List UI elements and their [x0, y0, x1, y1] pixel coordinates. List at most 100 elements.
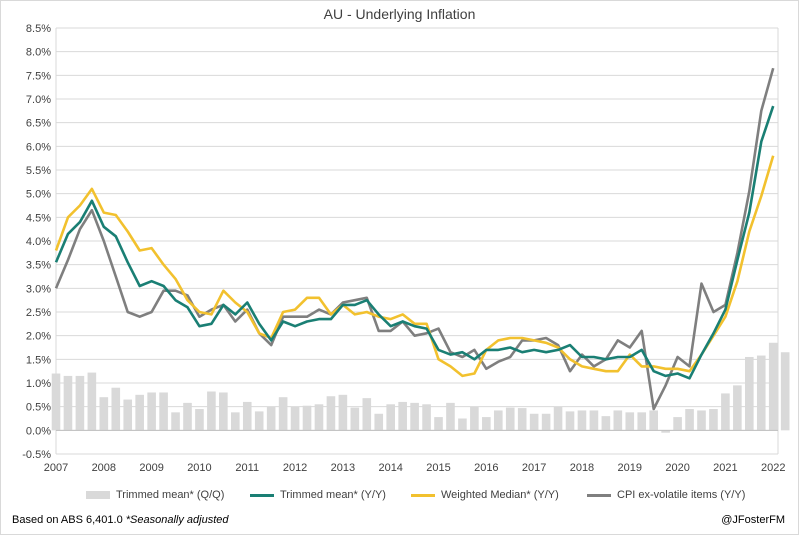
y-tick-label: 3.0%	[26, 283, 51, 295]
bar	[780, 352, 790, 431]
bar	[362, 398, 372, 431]
legend-label: Trimmed mean* (Y/Y)	[280, 489, 386, 501]
source-note: Based on ABS 6,401.0 *Seasonally adjuste…	[12, 514, 229, 526]
bar	[231, 412, 240, 431]
bar	[529, 413, 539, 431]
bar	[493, 410, 503, 431]
bar	[99, 397, 109, 431]
y-tick-label: 5.0%	[26, 189, 51, 201]
bar	[171, 412, 180, 431]
bar	[147, 392, 156, 431]
y-tick-label: -0.5%	[22, 449, 51, 461]
bar	[637, 412, 647, 431]
x-tick-label: 2011	[235, 462, 259, 474]
y-tick-label: 1.0%	[26, 378, 51, 390]
author-credit: @JFosterFM	[721, 514, 785, 526]
bar	[314, 404, 324, 431]
bar	[613, 410, 623, 431]
bar	[75, 375, 85, 431]
bar	[159, 392, 168, 431]
bar	[326, 396, 336, 431]
bar	[422, 404, 431, 431]
bar	[123, 399, 133, 431]
bar	[709, 409, 718, 431]
legend-label: Trimmed mean* (Q/Q)	[116, 489, 225, 501]
bar	[505, 407, 515, 431]
bar	[398, 401, 407, 431]
y-tick-label: 2.0%	[26, 331, 51, 343]
bar	[51, 373, 61, 431]
x-tick-label: 2020	[665, 462, 689, 474]
bar	[756, 355, 766, 431]
bar	[386, 404, 396, 431]
legend-swatch-bar	[86, 491, 110, 499]
legend-swatch-line	[250, 493, 274, 497]
x-tick-label: 2015	[426, 462, 450, 474]
y-tick-label: 7.0%	[26, 94, 51, 106]
x-tick-label: 2019	[618, 462, 642, 474]
bar	[254, 411, 264, 431]
bar	[625, 412, 635, 431]
bar	[673, 417, 682, 431]
bar	[685, 409, 694, 431]
legend-label: CPI ex-volatile items (Y/Y)	[617, 489, 746, 501]
bar	[721, 393, 730, 431]
bar	[87, 372, 97, 431]
bar	[111, 387, 121, 431]
legend-swatch-line	[411, 493, 435, 497]
x-tick-label: 2014	[378, 462, 402, 474]
bar	[410, 402, 419, 431]
bar	[374, 413, 384, 431]
bar	[195, 409, 204, 431]
chart-title: AU - Underlying Inflation	[323, 6, 476, 22]
bar	[338, 394, 348, 431]
legend-item-trimmed-qq: Trimmed mean* (Q/Q)	[86, 489, 224, 501]
y-axis-tick-labels: -0.5% 0.0% 0.5% 1.0% 1.5% 2.0% 2.5% 3.0% 3.5% 4.0…	[22, 23, 51, 461]
y-tick-label: 0.0%	[26, 425, 51, 437]
x-tick-label: 2009	[139, 462, 163, 474]
gridlines	[55, 27, 779, 455]
bar	[278, 397, 288, 431]
bar	[242, 401, 252, 431]
bar	[589, 410, 599, 431]
bar	[446, 402, 455, 431]
legend: Trimmed mean* (Q/Q) Trimmed mean* (Y/Y) …	[0, 489, 799, 505]
bar	[601, 416, 611, 431]
trimmed-mean-qq-bars	[51, 342, 790, 433]
seasonal-note: *Seasonally adjusted	[125, 514, 229, 526]
bar	[135, 394, 144, 431]
bar	[434, 417, 443, 431]
x-tick-label: 2010	[187, 462, 211, 474]
x-tick-label: 2012	[283, 462, 307, 474]
bar	[577, 410, 587, 431]
y-tick-label: 6.0%	[26, 141, 51, 153]
source-text: Based on ABS 6,401.0	[12, 514, 126, 526]
bar	[661, 430, 670, 433]
y-tick-label: 8.0%	[26, 47, 51, 59]
series-weighted-median	[54, 155, 775, 378]
bar	[219, 392, 228, 431]
bar	[697, 410, 706, 431]
x-tick-label: 2017	[522, 462, 546, 474]
x-tick-label: 2021	[713, 462, 737, 474]
x-tick-label: 2016	[474, 462, 498, 474]
bar	[565, 411, 575, 431]
legend-item-cpi-ex-volatile: CPI ex-volatile items (Y/Y)	[587, 489, 745, 501]
bar	[350, 407, 360, 431]
y-tick-label: 1.5%	[26, 354, 51, 366]
series-trimmed-mean-yy	[54, 105, 775, 380]
x-tick-label: 2018	[570, 462, 594, 474]
legend-item-trimmed-yy: Trimmed mean* (Y/Y)	[250, 489, 386, 501]
series-cpi-ex-volatile	[54, 67, 775, 411]
y-tick-label: 4.5%	[26, 212, 51, 224]
y-tick-label: 5.5%	[26, 165, 51, 177]
bar	[733, 385, 742, 431]
bar	[541, 413, 551, 431]
x-tick-label: 2008	[92, 462, 116, 474]
x-axis-tick-labels: 2007 2008 2009 2010 2011 2012 2013 2014 2015 2016…	[44, 462, 786, 474]
y-tick-label: 6.5%	[26, 118, 51, 130]
y-tick-label: 3.5%	[26, 260, 51, 272]
bar	[207, 391, 216, 431]
bar	[302, 405, 312, 431]
